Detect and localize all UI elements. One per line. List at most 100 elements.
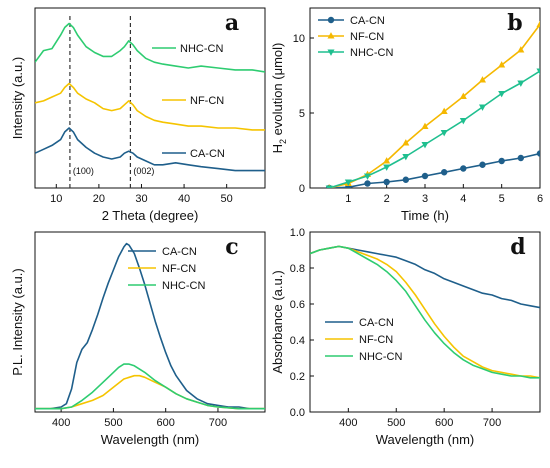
data-point <box>363 173 372 180</box>
x-tick-label: 600 <box>157 417 175 429</box>
x-axis-label: Wavelength (nm) <box>376 432 475 447</box>
y-tick-label: 0.8 <box>290 263 305 275</box>
legend-label: NHC-CN <box>180 43 223 55</box>
peak-annotation: (100) <box>73 166 94 176</box>
x-tick-label: 4 <box>460 193 466 205</box>
data-point <box>383 164 391 171</box>
legend: CA-CN NF-CN NHC-CN <box>325 317 402 363</box>
data-point <box>536 150 540 157</box>
legend-label: NHC-CN <box>359 351 402 363</box>
data-point <box>478 76 487 83</box>
panel-c: 400 500 600 700 Wavelength (nm) P.L. Intensit… <box>10 231 266 447</box>
legend: NHC-CN NF-CN CA-CN <box>152 43 225 160</box>
series-line <box>310 245 540 309</box>
x-tick-label: 500 <box>104 417 122 429</box>
data-point <box>459 92 467 100</box>
plot-frame <box>34 7 266 189</box>
panel-b: 1 2 3 4 5 6 0 5 10 Time (h) H2 evolution (μmol) CA-… <box>270 7 543 223</box>
panel-letter: a <box>225 10 239 36</box>
x-tick-label: 400 <box>52 417 70 429</box>
data-point <box>459 117 467 125</box>
data-point <box>440 107 448 115</box>
peak-annotation: (002) <box>133 166 154 176</box>
x-axis-label: Wavelength (nm) <box>101 432 200 447</box>
x-tick-label: 50 <box>221 193 233 205</box>
legend-label: NF-CN <box>162 263 196 275</box>
y-tick-label: 0.0 <box>290 407 305 419</box>
legend-label: NF-CN <box>359 334 393 346</box>
data-point <box>460 165 467 172</box>
y-tick-label: 0 <box>299 183 305 195</box>
x-tick-label: 400 <box>339 417 357 429</box>
x-tick-label: 700 <box>483 417 501 429</box>
series-group <box>325 20 540 188</box>
x-tick-label: 30 <box>135 193 147 205</box>
x-tick-label: 40 <box>178 193 190 205</box>
series-line <box>328 70 540 188</box>
data-point <box>383 157 391 164</box>
legend-label: NHC-CN <box>162 280 205 292</box>
x-axis-label: Time (h) <box>401 208 449 223</box>
series-line <box>35 127 265 172</box>
series-line <box>310 245 540 379</box>
data-point <box>421 172 429 180</box>
legend-label: NF-CN <box>190 95 224 107</box>
series-line <box>329 24 540 188</box>
data-point <box>364 180 371 187</box>
data-point <box>344 179 352 186</box>
plot-frame <box>34 231 266 413</box>
series-line <box>310 245 540 379</box>
series-line <box>35 374 265 410</box>
y-axis-label: Absorbance (a.u.) <box>270 270 285 373</box>
y-axis-label: H2 evolution (μmol) <box>270 43 288 154</box>
panel-a: 10 20 30 40 50 2 Theta (degree) Intensity (a.u… <box>10 7 266 223</box>
series-line <box>35 242 265 410</box>
series-line <box>35 363 265 410</box>
legend-label: CA-CN <box>350 15 385 27</box>
legend-label: CA-CN <box>162 246 197 258</box>
y-tick-label: 0.6 <box>290 299 305 311</box>
data-point <box>517 80 525 87</box>
x-tick-label: 5 <box>499 193 505 205</box>
x-tick-label: 2 <box>384 193 390 205</box>
data-point <box>478 104 487 111</box>
y-axis-label: P.L. Intensity (a.u.) <box>10 268 25 375</box>
data-point <box>517 46 525 53</box>
data-point <box>498 61 506 68</box>
data-point <box>421 122 429 130</box>
series-line <box>35 22 265 73</box>
series-line <box>35 82 265 131</box>
data-point <box>402 139 410 146</box>
y-tick-label: 0.4 <box>290 335 305 347</box>
series-group <box>310 245 540 379</box>
data-point <box>402 153 410 161</box>
data-point <box>325 185 333 188</box>
data-point <box>440 129 448 137</box>
data-point <box>517 154 525 162</box>
x-tick-label: 600 <box>435 417 453 429</box>
y-tick-label: 5 <box>299 108 305 120</box>
x-tick-label: 10 <box>50 193 62 205</box>
panel-letter: c <box>225 234 238 260</box>
legend-label: CA-CN <box>190 148 225 160</box>
panel-letter: d <box>510 234 525 260</box>
x-tick-label: 20 <box>93 193 105 205</box>
legend-label: NHC-CN <box>350 47 393 59</box>
data-point <box>440 169 448 176</box>
x-tick-label: 6 <box>537 193 543 205</box>
legend-label: NF-CN <box>350 31 384 43</box>
y-axis-label: Intensity (a.u.) <box>10 57 25 139</box>
series-group <box>35 22 265 172</box>
x-tick-label: 500 <box>387 417 405 429</box>
legend-marker <box>327 32 335 39</box>
x-axis-label: 2 Theta (degree) <box>102 208 199 223</box>
data-point <box>402 176 410 183</box>
x-tick-label: 1 <box>345 193 351 205</box>
y-tick-label: 10 <box>293 33 305 45</box>
legend-label: CA-CN <box>359 317 394 329</box>
legend-marker <box>327 49 335 56</box>
legend: CA-CN NF-CN NHC-CN <box>318 15 393 59</box>
x-tick-label: 700 <box>209 417 227 429</box>
panel-letter: b <box>507 10 522 36</box>
